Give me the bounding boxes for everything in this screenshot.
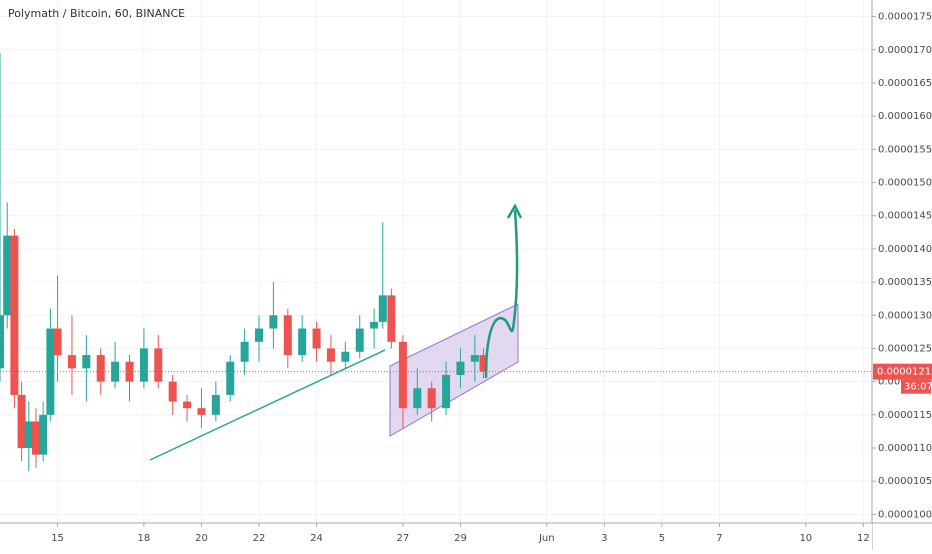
x-tick-label: 7: [716, 533, 722, 544]
candle-body: [269, 315, 278, 329]
x-tick-label: 10: [799, 533, 812, 544]
grid: [0, 0, 872, 523]
x-tick-label: 18: [138, 533, 151, 544]
candle-body: [479, 355, 488, 372]
last-price-box: [873, 363, 932, 380]
candle-body: [312, 328, 321, 349]
candle-body: [3, 235, 12, 316]
forecast-arrow[interactable]: [484, 209, 519, 379]
x-tick-label: 3: [601, 533, 607, 544]
candle-body: [355, 328, 364, 352]
candle-body: [39, 414, 48, 455]
x-tick-label: 29: [454, 533, 467, 544]
x-tick-label: 20: [195, 533, 208, 544]
candle-body: [154, 348, 163, 382]
x-tick-label: 15: [51, 533, 64, 544]
candle-body: [378, 295, 387, 322]
candle-body: [470, 355, 479, 362]
candle-body: [283, 315, 292, 356]
parallel-channel[interactable]: [389, 303, 519, 437]
candle-body: [255, 328, 264, 342]
last-price-label: 0.00001215: [877, 367, 932, 378]
price-axis: [872, 0, 932, 550]
candle-body: [413, 388, 422, 409]
candle-body: [341, 351, 350, 362]
candle-body: [442, 374, 451, 409]
candle-body: [298, 328, 307, 356]
time-axis: [0, 523, 872, 550]
candle-body: [168, 381, 177, 402]
candles: [0, 53, 488, 472]
candle-body: [387, 295, 396, 342]
candle-body: [183, 401, 192, 409]
arrow-head: [506, 203, 523, 219]
x-tick-label: 27: [397, 533, 410, 544]
candle-body: [226, 361, 235, 395]
candle-body: [197, 408, 206, 415]
candle-body: [326, 348, 335, 362]
countdown-label: 36:07: [904, 382, 932, 393]
x-tick-label: 12: [857, 533, 870, 544]
x-tick-label: 5: [659, 533, 665, 544]
x-tick-label: Jun: [538, 533, 555, 544]
candle-body: [10, 235, 19, 395]
candle-body: [111, 361, 120, 382]
candle-body: [240, 341, 249, 362]
candle-body: [17, 394, 26, 449]
y-tick-label: 0.00001750: [878, 12, 932, 23]
candle-body: [67, 355, 76, 369]
candle-body: [139, 348, 148, 382]
candle-body: [398, 341, 407, 409]
candle-body: [427, 388, 436, 409]
chart-title: Polymath / Bitcoin, 60, BINANCE: [8, 7, 185, 20]
x-tick-label: 24: [310, 533, 323, 544]
candle-body: [31, 421, 40, 455]
x-tick-label: 22: [253, 533, 266, 544]
candle-body: [53, 328, 62, 356]
countdown-box: [901, 379, 931, 394]
candle-body: [24, 421, 33, 449]
candle-body: [456, 361, 465, 375]
candle-body: [0, 315, 4, 369]
candle-body: [82, 355, 91, 369]
candle-body: [370, 321, 379, 329]
candle-body: [211, 394, 220, 415]
candle-body: [96, 355, 105, 382]
candle-body: [46, 328, 55, 415]
